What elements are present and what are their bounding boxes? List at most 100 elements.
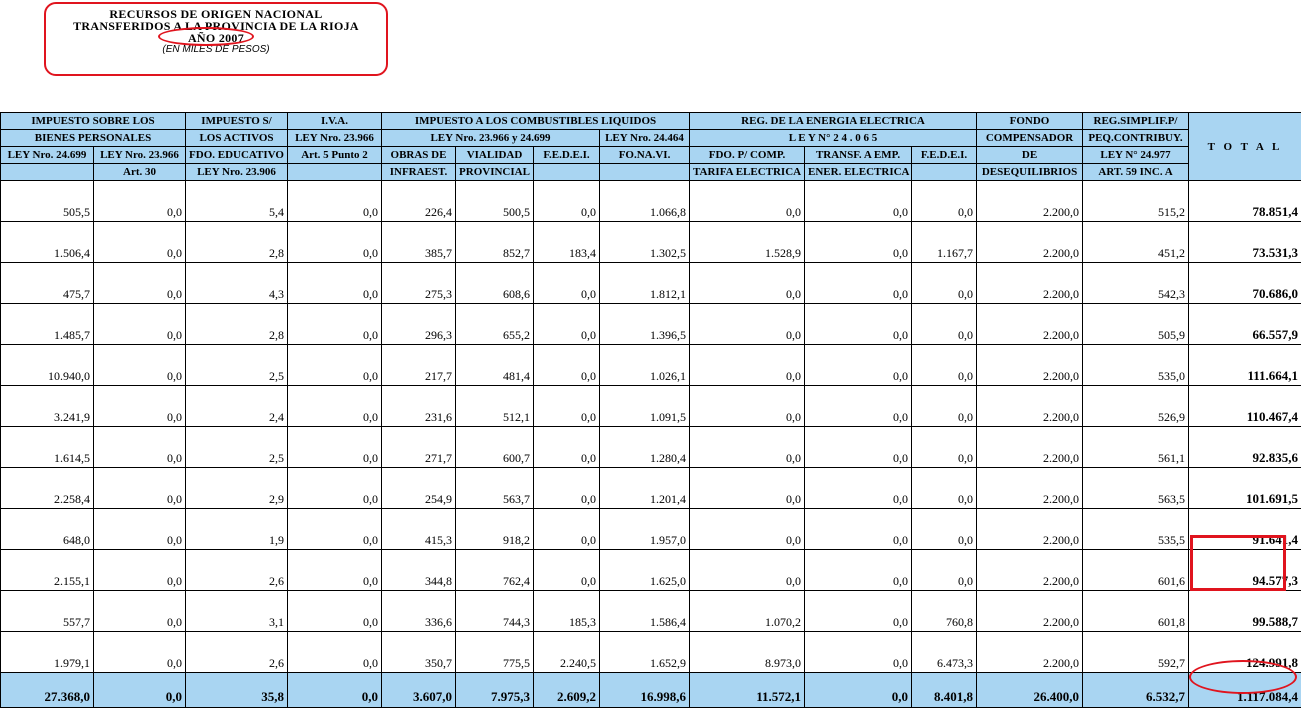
table-cell: 601,6 [1083,550,1189,591]
total-cell: 7.975,3 [456,673,534,708]
header-col-ley-24699: LEY Nro. 24.699 [1,147,94,164]
table-cell: 2,6 [186,550,288,591]
table-cell: 5,4 [186,181,288,222]
table-cell: 2.240,5 [534,632,600,673]
table-cell: 1.506,4 [1,222,94,263]
row-total-cell: 101.691,5 [1189,468,1301,509]
table-cell: 1.957,0 [600,509,690,550]
table-cell: 0,0 [94,468,186,509]
table-cell: 1.302,5 [600,222,690,263]
table-cell: 561,1 [1083,427,1189,468]
table-cell: 1.528,9 [690,222,805,263]
table-cell: 0,0 [94,181,186,222]
header-col-infraest: INFRAEST. [382,164,456,181]
table-cell: 1.026,1 [600,345,690,386]
header-col7-sub [534,164,600,181]
title-block: RECURSOS DE ORIGEN NACIONAL TRANSFERIDOS… [44,2,388,76]
table-cell: 8.973,0 [690,632,805,673]
title-units: (EN MILES DE PESOS) [46,44,386,56]
table-cell: 336,6 [382,591,456,632]
table-cell: 0,0 [288,304,382,345]
table-cell: 0,0 [288,427,382,468]
table-cell: 0,0 [94,263,186,304]
table-cell: 0,0 [805,468,912,509]
table-cell: 271,7 [382,427,456,468]
table-cell: 1.614,5 [1,427,94,468]
table-cell: 0,0 [94,632,186,673]
row-total-cell: 92.835,6 [1189,427,1301,468]
header-col1-sub [1,164,94,181]
total-cell: 0,0 [288,673,382,708]
header-regsimplif-line4: ART. 59 INC. A [1083,164,1189,181]
table-cell: 344,8 [382,550,456,591]
total-cell: 11.572,1 [690,673,805,708]
table-cell: 0,0 [94,509,186,550]
table-cell: 0,0 [534,304,600,345]
table-cell: 526,9 [1083,386,1189,427]
table-cell: 775,5 [456,632,534,673]
header-col-fonavi: FO.NA.VI. [600,147,690,164]
table-cell: 385,7 [382,222,456,263]
header-combustibles-line1: IMPUESTO A LOS COMBUSTIBLES LIQUIDOS [382,113,690,130]
header-fondo-line1: FONDO [977,113,1083,130]
table-cell: 0,0 [805,263,912,304]
table-cell: 1.812,1 [600,263,690,304]
header-col-fdo-comp: FDO. P/ COMP. [690,147,805,164]
grand-total-oval [1189,660,1297,694]
total-cell: 16.998,6 [600,673,690,708]
table-cell: 2.200,0 [977,427,1083,468]
header-col-obras: OBRAS DE [382,147,456,164]
total-cell: 26.400,0 [977,673,1083,708]
table-cell: 0,0 [94,427,186,468]
table-cell: 0,0 [534,550,600,591]
table-cell: 475,7 [1,263,94,304]
header-col-fedei: F.E.D.E.I. [534,147,600,164]
row-total-cell: 73.531,3 [1189,222,1301,263]
table-cell: 0,0 [805,304,912,345]
header-bienes-personales-line1: IMPUESTO SOBRE LOS [1,113,186,130]
table-cell: 2,9 [186,468,288,509]
table-cell: 852,7 [456,222,534,263]
header-col-tarifa: TARIFA ELECTRICA [690,164,805,181]
table-cell: 3,1 [186,591,288,632]
table-cell: 2.200,0 [977,222,1083,263]
table-cell: 254,9 [382,468,456,509]
table-cell: 2.200,0 [977,632,1083,673]
table-cell: 1.485,7 [1,304,94,345]
table-cell: 0,0 [288,550,382,591]
table-cell: 0,0 [288,591,382,632]
header-col8-sub [600,164,690,181]
table-cell: 535,0 [1083,345,1189,386]
table-cell: 0,0 [690,386,805,427]
table-cell: 1.280,4 [600,427,690,468]
header-col-vialidad: VIALIDAD [456,147,534,164]
total-cell: 8.401,8 [912,673,977,708]
row-total-cell: 66.557,9 [1189,304,1301,345]
table-cell: 0,0 [690,181,805,222]
header-col-ley-23966: LEY Nro. 23.966 [94,147,186,164]
header-col4-sub [288,164,382,181]
table-cell: 0,0 [288,345,382,386]
table-cell: 0,0 [690,345,805,386]
table-cell: 2.200,0 [977,304,1083,345]
table-cell: 0,0 [805,591,912,632]
table-cell: 608,6 [456,263,534,304]
table-cell: 1.091,5 [600,386,690,427]
row-total-cell: 99.588,7 [1189,591,1301,632]
table-cell: 231,6 [382,386,456,427]
table-cell: 648,0 [1,509,94,550]
header-bienes-personales-line2: BIENES PERSONALES [1,130,186,147]
table-cell: 500,5 [456,181,534,222]
table-cell: 1.070,2 [690,591,805,632]
table-cell: 0,0 [534,181,600,222]
table-cell: 557,7 [1,591,94,632]
table-cell: 0,0 [805,386,912,427]
table-cell: 2.200,0 [977,345,1083,386]
table-cell: 2.258,4 [1,468,94,509]
